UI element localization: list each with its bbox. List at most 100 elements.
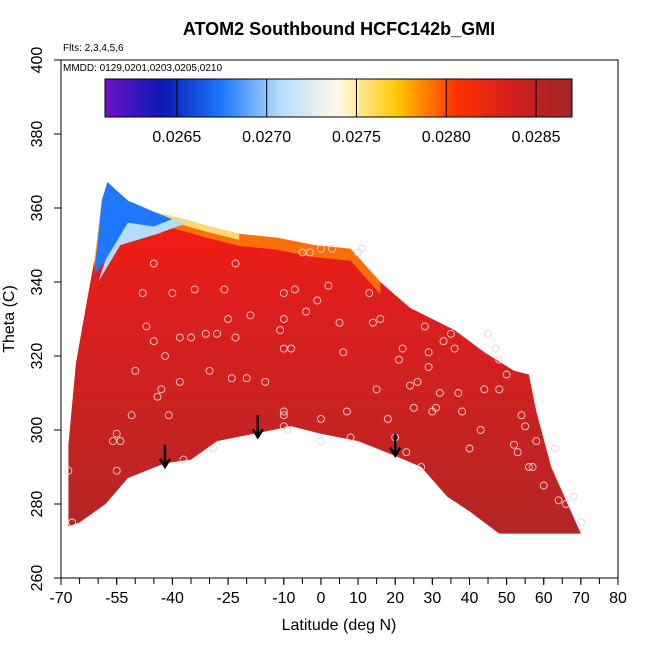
observation-point [357,244,366,253]
observation-point [406,381,415,390]
observation-point [242,374,251,383]
x-tick-label: -70 [49,590,72,607]
observation-point [394,355,403,364]
x-tick-label: 40 [461,590,479,607]
observation-point [279,407,288,416]
observation-point [376,315,385,323]
observation-point [149,259,158,268]
observation-point [450,344,459,353]
observation-point [116,437,125,446]
colorbar-tick-label: 0.0265 [152,129,201,146]
observation-point [335,318,344,327]
y-tick-label: 380 [29,121,46,148]
observation-point [175,333,184,342]
observation-point [495,355,504,364]
x-axis-ticks: -70 -55 -40 -25 -10 0 10 20 30 40 50 60 70 80 [49,578,627,607]
arrow-head [251,428,264,440]
colorbar-tick-label: 0.0275 [332,129,381,146]
y-axis-ticks: 260 280 300 320 340 360 380 400 [29,47,61,592]
colorbar-tick-label: 0.0285 [512,129,561,146]
x-tick-label: 50 [498,590,516,607]
x-tick-label: 20 [386,590,404,607]
arrow-head [389,447,402,459]
observation-point [432,403,440,412]
observation-point [316,244,325,253]
observation-point [510,440,518,449]
observation-point [112,429,121,438]
observation-point [168,289,177,298]
observation-point [153,392,162,401]
observation-point [231,333,240,342]
observation-point [246,311,255,320]
observation-point [339,348,348,357]
observation-point [398,344,407,353]
observation-point [276,326,285,335]
x-tick-label: 10 [349,590,367,607]
heatmap-lightblue-region [98,219,188,282]
observation-point [409,403,418,412]
chart-title: ATOM2 Southbound HCFC142b_GMI [183,19,495,39]
observation-point [458,407,466,416]
flights-note: Flts: 2,3,4,5,6 [63,43,124,54]
observation-point [528,463,537,471]
observation-point [420,322,429,331]
y-tick-label: 320 [29,343,46,370]
observation-point [454,389,463,397]
observation-point [569,492,578,501]
observation-point [164,411,173,420]
observation-point [131,366,140,375]
observation-point [365,289,374,298]
observation-point [502,370,511,379]
observation-point [201,329,210,338]
x-tick-label: 0 [316,590,325,607]
x-tick-label: -10 [272,590,295,607]
observation-point [161,352,169,360]
observation-point [346,433,355,442]
observation-point [554,496,563,505]
observation-point [524,463,533,471]
observation-point [138,289,147,298]
observation-point [435,389,444,397]
heatmap-field [68,182,581,534]
observation-point [424,363,433,372]
observation-point [465,444,474,453]
observation-point [112,466,121,475]
observation-point [305,248,314,257]
observation-point [446,329,455,338]
observation-point [187,333,195,342]
observation-point [190,285,199,294]
observation-point [562,500,570,508]
x-tick-label: -40 [161,590,184,607]
observation-point [68,518,77,527]
y-tick-label: 260 [29,565,46,592]
observation-point [476,426,485,434]
heatmap-region [68,182,581,534]
y-tick-label: 360 [29,195,46,222]
observation-point [64,466,73,475]
observation-point [316,437,325,446]
arrow-head [158,458,172,470]
observation-point [213,329,221,338]
observation-point [413,377,422,386]
observation-point [532,437,541,446]
observation-point [283,426,292,434]
y-tick-label: 280 [29,491,46,518]
observation-point [302,307,311,316]
observation-point [127,411,136,420]
observation-point [313,296,322,305]
observation-point [261,377,270,386]
y-axis-label: Theta (C) [1,285,18,353]
observation-point [576,518,585,527]
observation-point [402,448,411,457]
observation-point [417,463,426,471]
observation-point [205,366,214,375]
observation-point [491,344,500,353]
observation-point [316,414,325,423]
observation-point [439,337,448,346]
observation-point [368,318,377,327]
x-tick-label: 30 [423,590,441,607]
observation-point [179,455,188,464]
observation-point [287,344,296,353]
colorbar-tick-label: 0.0270 [242,129,291,146]
